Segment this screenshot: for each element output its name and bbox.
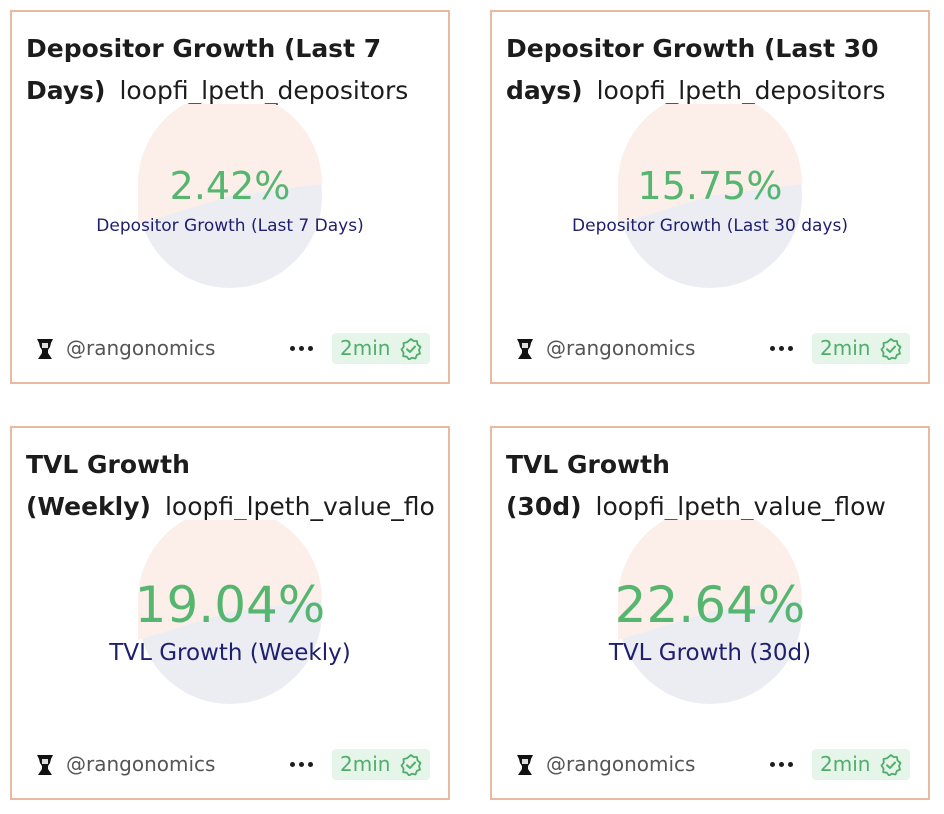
card-footer: @rangonomics 2min [506, 749, 914, 780]
more-dots-icon[interactable] [770, 342, 796, 354]
background-pie-icon [138, 104, 322, 288]
card-query-name[interactable]: loopfi_lpeth_depositors [119, 76, 409, 105]
author-link[interactable]: @rangonomics [66, 752, 216, 776]
counter-value: 2.42% [169, 164, 291, 208]
refresh-badge[interactable]: 2min [812, 749, 910, 780]
counter-value: 15.75% [637, 164, 783, 208]
card-footer: @rangonomics 2min [26, 749, 434, 780]
author-link[interactable]: @rangonomics [546, 752, 696, 776]
check-badge-icon [400, 338, 422, 360]
card-footer: @rangonomics 2min [506, 333, 914, 364]
refresh-time: 2min [340, 336, 391, 360]
counter-label: Depositor Growth (Last 7 Days) [96, 216, 364, 236]
counter-value: 19.04% [134, 576, 326, 634]
counter-card-depositor-growth-30d: Depositor Growth (Last 30 days) loopfi_lp… [490, 10, 930, 384]
card-title[interactable]: TVL Growth (30d) loopfi_lpeth_value_flow [506, 444, 926, 528]
refresh-badge[interactable]: 2min [332, 749, 430, 780]
counter-visual: 19.04% TVL Growth (Weekly) [12, 520, 448, 710]
background-pie-icon [138, 520, 322, 704]
card-title-name: TVL Growth (Weekly) [26, 450, 190, 521]
card-title[interactable]: Depositor Growth (Last 7 Days) loopfi_lpe… [26, 28, 446, 112]
more-dots-icon[interactable] [290, 342, 316, 354]
check-badge-icon [880, 754, 902, 776]
user-avatar-icon[interactable] [34, 337, 56, 361]
card-query-name[interactable]: loopfi_lpeth_value_flow [595, 492, 886, 521]
counter-visual: 2.42% Depositor Growth (Last 7 Days) [12, 104, 448, 294]
refresh-badge[interactable]: 2min [812, 333, 910, 364]
check-badge-icon [880, 338, 902, 360]
counter-card-tvl-growth-weekly: TVL Growth (Weekly) loopfi_lpeth_value_fl… [10, 426, 450, 800]
counter-label: TVL Growth (30d) [608, 640, 812, 666]
refresh-badge[interactable]: 2min [332, 333, 430, 364]
more-dots-icon[interactable] [290, 758, 316, 770]
background-pie-icon [618, 520, 802, 704]
background-pie-icon [618, 104, 802, 288]
refresh-time: 2min [340, 752, 391, 776]
refresh-time: 2min [820, 336, 871, 360]
counter-visual: 22.64% TVL Growth (30d) [492, 520, 928, 710]
card-query-name[interactable]: loopfi_lpeth_depositors [596, 76, 886, 105]
card-footer: @rangonomics 2min [26, 333, 434, 364]
check-badge-icon [400, 754, 422, 776]
counter-value: 22.64% [614, 576, 806, 634]
card-title-name: Depositor Growth (Last 30 days) [506, 34, 879, 105]
counter-label: Depositor Growth (Last 30 days) [572, 216, 848, 236]
refresh-time: 2min [820, 752, 871, 776]
more-dots-icon[interactable] [770, 758, 796, 770]
card-title-name: Depositor Growth (Last 7 Days) [26, 34, 382, 105]
card-title[interactable]: Depositor Growth (Last 30 days) loopfi_lp… [506, 28, 926, 112]
counter-card-depositor-growth-7d: Depositor Growth (Last 7 Days) loopfi_lpe… [10, 10, 450, 384]
counter-card-tvl-growth-30d: TVL Growth (30d) loopfi_lpeth_value_flow … [490, 426, 930, 800]
author-link[interactable]: @rangonomics [546, 336, 696, 360]
card-title-name: TVL Growth (30d) [506, 450, 670, 521]
counter-visual: 15.75% Depositor Growth (Last 30 days) [492, 104, 928, 294]
author-link[interactable]: @rangonomics [66, 336, 216, 360]
user-avatar-icon[interactable] [514, 753, 536, 777]
user-avatar-icon[interactable] [34, 753, 56, 777]
user-avatar-icon[interactable] [514, 337, 536, 361]
card-query-name[interactable]: loopfi_lpeth_value_flo [164, 492, 435, 521]
counter-label: TVL Growth (Weekly) [109, 640, 351, 666]
card-title[interactable]: TVL Growth (Weekly) loopfi_lpeth_value_fl… [26, 444, 446, 528]
